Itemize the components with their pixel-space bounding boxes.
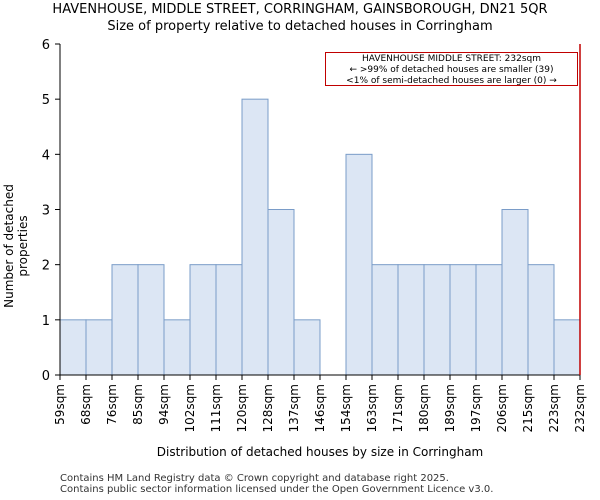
- x-tick-label-85sqm: 85sqm: [131, 384, 145, 425]
- bar-223sqm: [553, 319, 581, 376]
- bar-189sqm: [449, 264, 477, 376]
- x-tick-label-111sqm: 111sqm: [209, 384, 223, 432]
- x-tick-label-171sqm: 171sqm: [391, 384, 405, 432]
- y-tick-label: 4: [42, 148, 50, 163]
- x-axis-label: Distribution of detached houses by size …: [156, 445, 484, 459]
- bar-137sqm: [293, 319, 321, 376]
- bar-215sqm: [527, 264, 555, 376]
- annotation-line-3: <1% of semi-detached houses are larger (…: [346, 76, 557, 86]
- y-tick-label: 6: [42, 38, 50, 53]
- y-tick-label: 5: [42, 93, 50, 108]
- y-tick-label: 1: [42, 314, 50, 329]
- footer-line-1: Contains HM Land Registry data © Crown c…: [60, 473, 449, 484]
- x-tick-label-128sqm: 128sqm: [261, 384, 275, 432]
- bar-59sqm: [59, 319, 87, 376]
- x-tick-label-154sqm: 154sqm: [339, 384, 353, 432]
- x-tick-label-76sqm: 76sqm: [105, 384, 119, 425]
- x-tick-label-59sqm: 59sqm: [53, 384, 67, 425]
- annotation-box: HAVENHOUSE MIDDLE STREET: 232sqm ← >99% …: [325, 52, 578, 86]
- annotation-line-2: ← >99% of detached houses are smaller (3…: [349, 65, 554, 75]
- x-tick-label-120sqm: 120sqm: [235, 384, 249, 432]
- x-tick-label-189sqm: 189sqm: [443, 384, 457, 432]
- footer-line-2: Contains public sector information licen…: [60, 484, 494, 495]
- x-tick-label-68sqm: 68sqm: [79, 384, 93, 425]
- bar-102sqm: [189, 264, 217, 376]
- x-tick-label-146sqm: 146sqm: [313, 384, 327, 432]
- x-tick-label-232sqm: 232sqm: [573, 384, 587, 432]
- bar-197sqm: [475, 264, 503, 376]
- x-tick-label-102sqm: 102sqm: [183, 384, 197, 432]
- bar-85sqm: [137, 264, 165, 376]
- x-tick-label-137sqm: 137sqm: [287, 384, 301, 432]
- x-tick-label-163sqm: 163sqm: [365, 384, 379, 432]
- chart-subtitle: Size of property relative to detached ho…: [107, 19, 493, 34]
- bar-128sqm: [267, 209, 295, 376]
- bar-163sqm: [371, 264, 399, 376]
- bar-76sqm: [111, 264, 139, 376]
- y-tick-label: 2: [42, 259, 50, 274]
- x-tick-label-180sqm: 180sqm: [417, 384, 431, 432]
- y-tick-label: 0: [42, 369, 50, 384]
- bar-111sqm: [215, 264, 243, 376]
- page-title: HAVENHOUSE, MIDDLE STREET, CORRINGHAM, G…: [52, 2, 548, 17]
- bar-154sqm: [345, 153, 373, 376]
- x-tick-label-197sqm: 197sqm: [469, 384, 483, 432]
- x-tick-label-223sqm: 223sqm: [547, 384, 561, 432]
- y-tick-label: 3: [42, 204, 50, 219]
- bar-171sqm: [397, 264, 425, 376]
- x-tick-label-215sqm: 215sqm: [521, 384, 535, 432]
- bar-68sqm: [85, 319, 113, 376]
- x-tick-label-94sqm: 94sqm: [157, 384, 171, 425]
- x-tick-label-206sqm: 206sqm: [495, 384, 509, 432]
- bar-94sqm: [163, 319, 191, 376]
- bar-206sqm: [501, 209, 529, 376]
- y-axis-label: Number of detached properties: [2, 184, 30, 308]
- bar-120sqm: [241, 98, 269, 376]
- annotation-line-1: HAVENHOUSE MIDDLE STREET: 232sqm: [361, 54, 542, 64]
- bar-180sqm: [423, 264, 451, 376]
